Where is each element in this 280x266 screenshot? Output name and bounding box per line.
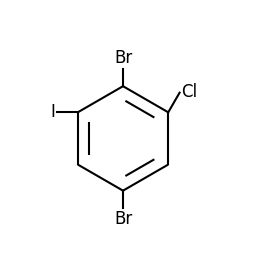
Text: Br: Br: [114, 49, 132, 67]
Text: Cl: Cl: [182, 83, 198, 101]
Text: Br: Br: [114, 210, 132, 228]
Text: I: I: [50, 103, 55, 121]
